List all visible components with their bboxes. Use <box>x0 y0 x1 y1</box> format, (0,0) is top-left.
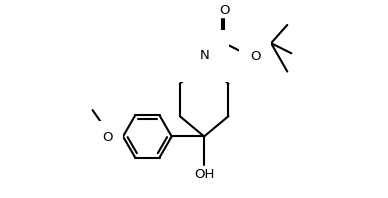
Text: OH: OH <box>194 168 214 181</box>
Text: O: O <box>250 50 260 63</box>
Text: N: N <box>199 50 209 62</box>
Text: O: O <box>219 4 230 17</box>
Text: O: O <box>102 131 113 145</box>
